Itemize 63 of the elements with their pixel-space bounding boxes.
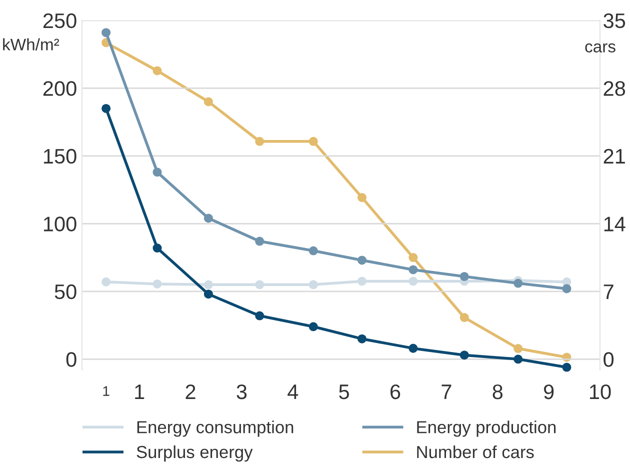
- point: [357, 193, 366, 202]
- point: [204, 214, 213, 223]
- point: [514, 344, 523, 354]
- y2-tick-label: 21: [604, 148, 625, 164]
- y2-tick-label: 35: [604, 13, 626, 28]
- point: [255, 136, 264, 146]
- point: [102, 104, 111, 113]
- y-tick-label: 50: [54, 284, 76, 300]
- legend-label: Energy consumption: [137, 420, 294, 437]
- point: [460, 350, 469, 360]
- point: [308, 280, 318, 290]
- point: [562, 362, 572, 372]
- y-tick-label: 200: [43, 81, 76, 96]
- x-tick-label: 8: [492, 384, 503, 400]
- y-tick-label: 250: [43, 13, 76, 28]
- y2-tick-label: 14: [604, 216, 626, 232]
- y-tick-label: 150: [44, 148, 76, 164]
- point: [204, 280, 213, 290]
- y-tick-label: 0: [66, 352, 76, 367]
- point: [460, 313, 469, 322]
- point: [408, 253, 418, 262]
- point: [514, 278, 523, 288]
- point: [152, 279, 162, 288]
- x-tick-label: 1: [135, 384, 144, 399]
- y2-axis-title: cars: [585, 43, 616, 52]
- point: [562, 284, 572, 294]
- point: [152, 244, 162, 253]
- point: [255, 280, 264, 290]
- point: [204, 97, 213, 106]
- point: [255, 236, 264, 246]
- x-tick-label: 10: [590, 384, 611, 400]
- y2-tick-label: 0: [604, 352, 614, 367]
- point: [102, 28, 111, 38]
- point: [152, 66, 162, 76]
- point: [308, 136, 318, 146]
- x-tick-label: 6: [390, 384, 400, 400]
- point: [255, 311, 264, 320]
- point: [408, 265, 418, 274]
- point: [308, 246, 318, 256]
- legend-label: Surplus energy: [136, 445, 253, 462]
- x-tick-label: 7: [442, 384, 452, 399]
- point: [357, 334, 366, 344]
- legend-label: Number of cars: [417, 445, 534, 458]
- x-tick-label: 2: [186, 384, 196, 399]
- legend-label: Energy production: [417, 420, 556, 437]
- y-axis-title: kWh/m²: [3, 38, 60, 50]
- point: [357, 256, 366, 265]
- point: [152, 168, 162, 177]
- x-tick-label: 5: [339, 384, 349, 400]
- point: [408, 344, 418, 353]
- point: [408, 276, 418, 286]
- point: [102, 277, 111, 286]
- x-tick-label: 3: [236, 384, 247, 400]
- y-tick-label: 100: [44, 216, 76, 232]
- point: [514, 354, 523, 364]
- x-tick-label: 4: [288, 384, 298, 399]
- point: [308, 322, 318, 332]
- point: [204, 290, 213, 299]
- x-tick-label: 9: [544, 384, 554, 400]
- point: [460, 272, 469, 282]
- y2-tick-label: 28: [604, 81, 626, 96]
- y2-tick-label: 7: [604, 284, 614, 299]
- point: [357, 276, 366, 286]
